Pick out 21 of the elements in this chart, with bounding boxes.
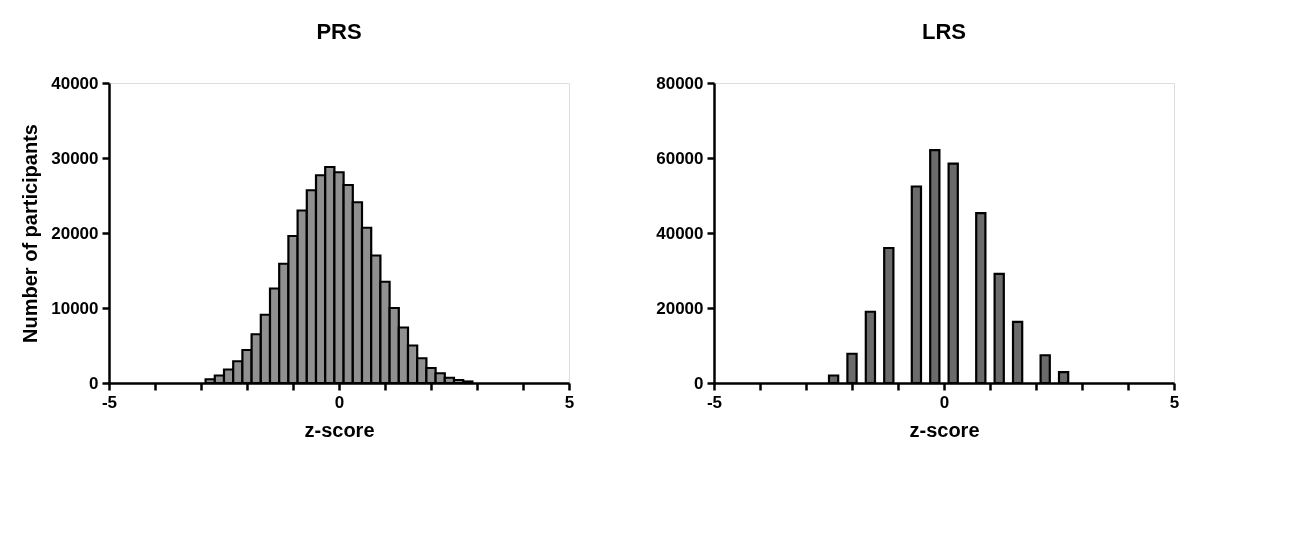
x-tick-label: 0 [939,392,950,412]
y-tick-label: 20000 [51,223,99,243]
y-tick-label: 0 [694,373,704,393]
y-tick-label: 40000 [656,223,704,243]
x-axis-title: z-score [304,418,375,441]
y-tick-label: 80000 [656,73,704,93]
y-tick-label: 10000 [51,298,99,318]
y-tick-label: 20000 [656,298,704,318]
chart-title: PRS [316,19,362,44]
x-tick-label: -5 [706,392,723,412]
x-tick-label: 5 [564,392,575,412]
y-tick-label: 60000 [656,148,704,168]
x-axis-title: z-score [909,418,980,441]
y-tick-label: 30000 [51,148,99,168]
y-tick-label: 40000 [51,73,99,93]
x-tick-label: 0 [334,392,345,412]
chart-title: LRS [922,19,966,44]
y-tick-label: 0 [89,373,99,393]
y-axis-title: Number of participants [19,124,42,343]
x-tick-label: 5 [1169,392,1180,412]
x-tick-label: -5 [101,392,118,412]
